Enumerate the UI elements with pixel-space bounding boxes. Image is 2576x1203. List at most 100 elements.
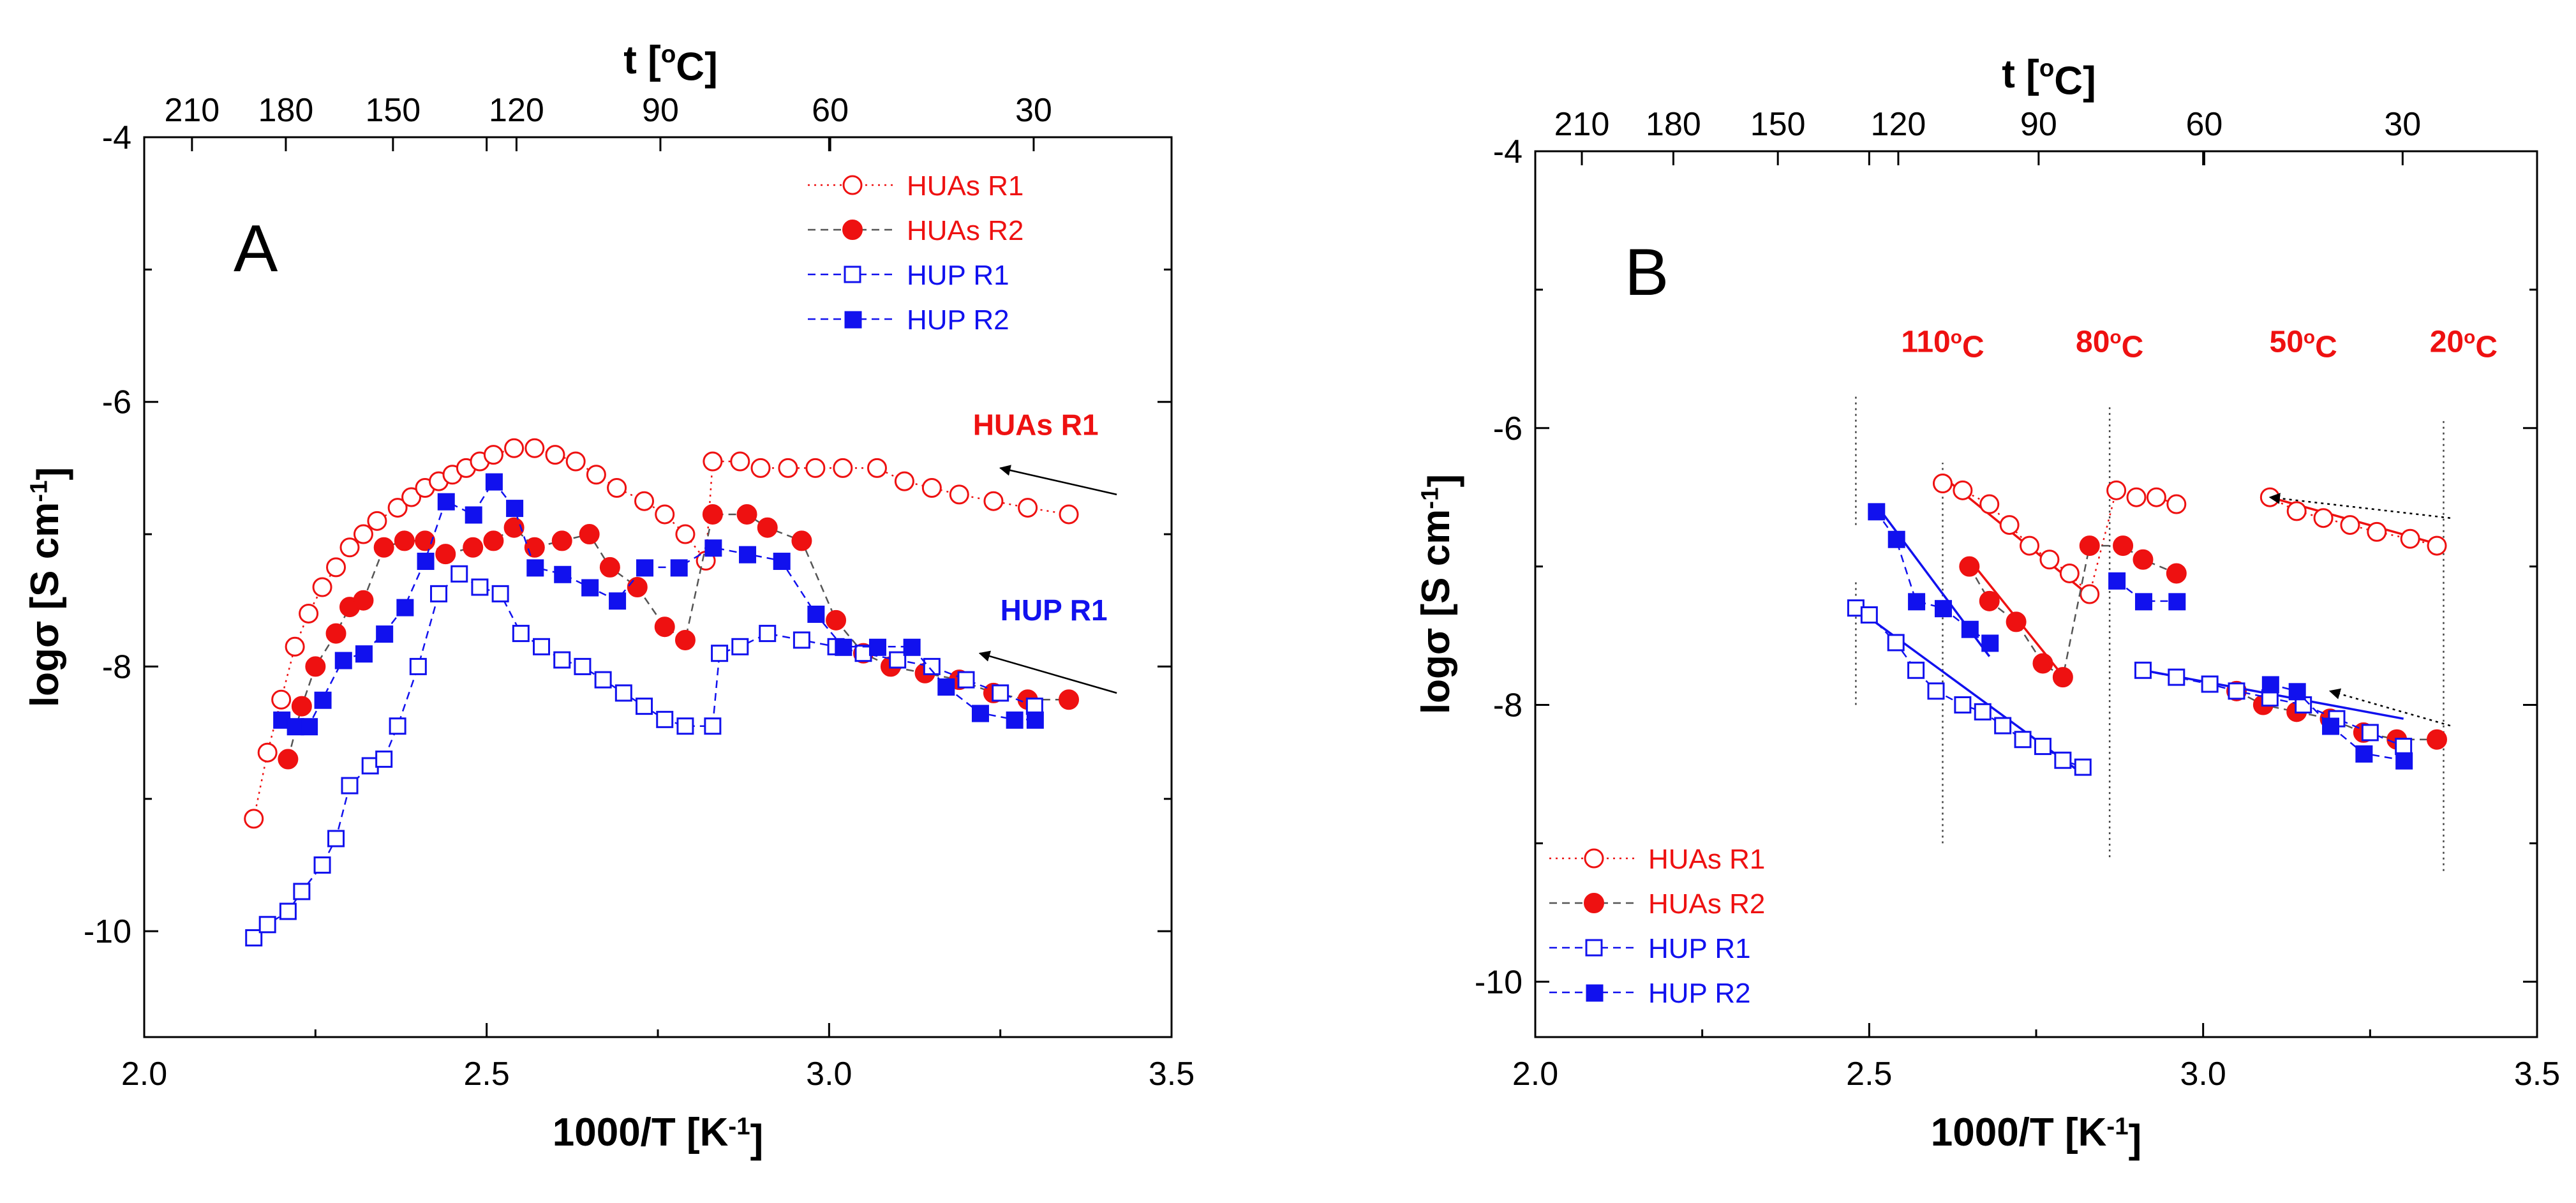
data-point [2014, 731, 2032, 749]
data-point [485, 473, 503, 491]
panel-letter: A [234, 212, 278, 286]
annotation-arrow [2268, 493, 2451, 519]
data-point [565, 451, 586, 472]
data-point [2059, 563, 2080, 583]
legend-marker [842, 175, 863, 195]
data-point [2113, 535, 2134, 557]
data-point [389, 717, 406, 735]
data-point [2367, 521, 2387, 542]
data-point [704, 717, 722, 735]
data-point [2427, 729, 2447, 750]
data-point [1006, 711, 1024, 729]
data-point [670, 559, 688, 577]
data-point [654, 616, 675, 638]
data-point [491, 585, 509, 602]
series-hup-r2 [1868, 503, 2413, 770]
series-huas-r2 [278, 504, 1079, 770]
data-point [483, 445, 503, 465]
y-tick-label: -4 [102, 119, 131, 156]
data-point [437, 493, 455, 511]
data-point [2261, 676, 2279, 694]
data-point [607, 477, 627, 498]
temperature-label: 110oC [1901, 325, 1984, 364]
data-point [525, 438, 545, 458]
data-point [579, 524, 600, 545]
legend-marker [1585, 939, 1603, 957]
data-point [483, 530, 504, 551]
panel-letter: B [1625, 235, 1669, 310]
data-point [1908, 593, 1926, 611]
data-point [1932, 474, 1953, 493]
data-point [835, 638, 852, 656]
annotation-arrow [2328, 688, 2451, 727]
data-point [937, 678, 955, 696]
data-point [903, 638, 921, 656]
data-point [396, 599, 414, 616]
data-point [1059, 504, 1079, 525]
x-tick-label: 2.0 [1512, 1056, 1558, 1093]
data-point [387, 498, 408, 518]
data-point [435, 544, 456, 565]
data-point [244, 809, 264, 829]
data-point [2395, 738, 2413, 756]
data-point [2126, 487, 2147, 507]
legend-label: HUAs R2 [907, 215, 1024, 246]
data-point [341, 777, 359, 795]
data-point [957, 671, 975, 689]
top-tick-label: 150 [1750, 106, 1806, 143]
data-point [2168, 668, 2185, 686]
data-point [826, 609, 847, 631]
data-point [757, 517, 778, 538]
data-point [417, 553, 435, 571]
data-point [739, 546, 757, 564]
x-tick-label: 3.0 [2180, 1056, 2226, 1093]
data-point [2108, 572, 2126, 590]
data-point [313, 856, 331, 874]
data-point [586, 465, 606, 485]
data-point [731, 638, 749, 655]
legend-marker [844, 311, 862, 329]
legend-label: HUP R1 [1648, 933, 1751, 964]
data-point [1959, 556, 1980, 577]
data-point [2340, 515, 2360, 535]
data-point [2286, 501, 2307, 521]
y-tick-label: -4 [1493, 133, 1523, 170]
series-hup-r2 [273, 473, 1044, 736]
data-point [730, 451, 750, 472]
top-tick-label: 150 [365, 92, 421, 129]
legend-label: HUP R2 [1648, 978, 1751, 1009]
data-point [465, 506, 482, 524]
data-point [574, 657, 592, 675]
data-point [2288, 683, 2306, 701]
data-point [2166, 494, 2187, 514]
data-point [278, 749, 299, 770]
data-point [1026, 711, 1044, 729]
legend-marker [1584, 848, 1604, 869]
top-tick-label: 30 [1015, 92, 1052, 129]
data-point [923, 657, 941, 675]
data-point [401, 487, 422, 507]
data-point [636, 698, 653, 715]
data-point [327, 830, 345, 848]
data-point [2228, 682, 2245, 700]
top-tick-label: 90 [642, 92, 679, 129]
data-point [759, 625, 777, 643]
data-point [1868, 503, 1886, 521]
data-point [506, 500, 524, 518]
legend-label: HUAs R1 [1648, 844, 1765, 875]
data-point [524, 537, 545, 558]
legend-label: HUAs R1 [907, 170, 1024, 202]
data-point [353, 590, 374, 611]
temperature-label: 80oC [2076, 325, 2143, 364]
top-axis-title: t [oC] [623, 38, 717, 89]
data-point [409, 657, 427, 675]
x-tick-label: 3.5 [1149, 1056, 1195, 1093]
legend-marker [844, 265, 861, 283]
data-point [291, 696, 312, 717]
top-tick-label: 210 [1554, 106, 1610, 143]
data-point [367, 511, 387, 531]
data-point [1981, 634, 1999, 652]
y-axis-title: logσ [S cm-1] [1414, 474, 1465, 714]
series-hup-r1 [1847, 599, 2413, 776]
